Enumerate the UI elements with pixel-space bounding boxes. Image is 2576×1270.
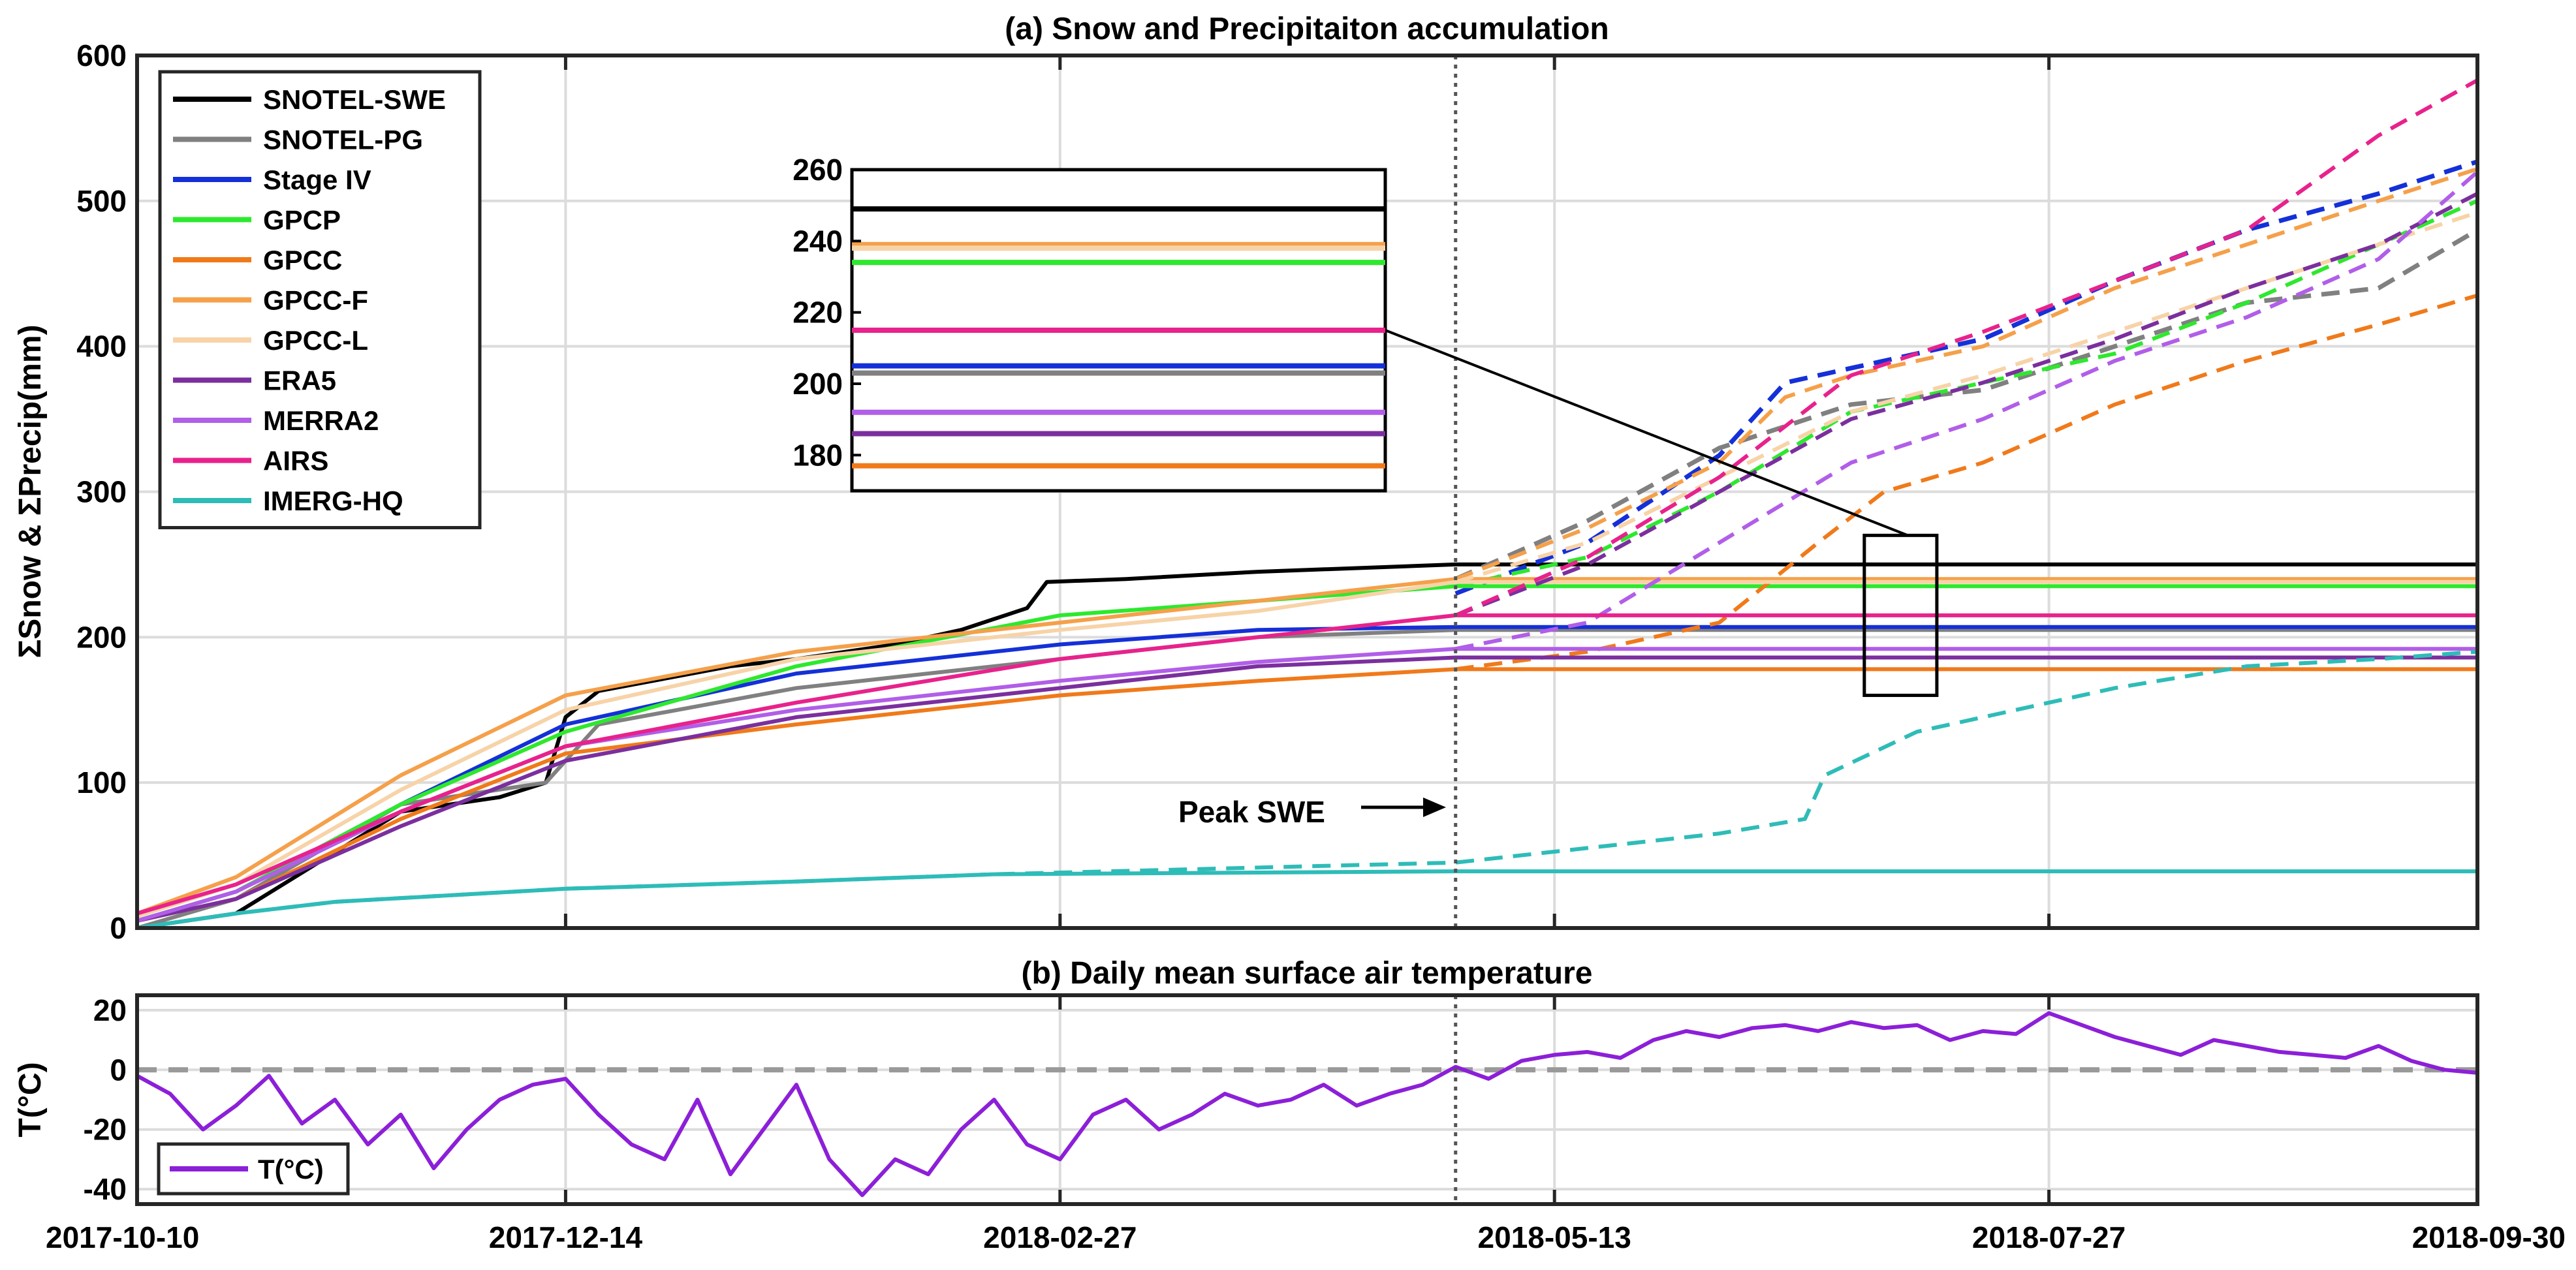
y-tick-label-2: 0 <box>110 1053 127 1087</box>
legend-label-gpcp: GPCP <box>263 205 341 236</box>
series-gpcc-l <box>137 580 2477 919</box>
series-merra2-precip <box>1455 170 2477 651</box>
legend-label-snotel-swe: SNOTEL-SWE <box>263 84 446 115</box>
panel-a-series <box>137 78 2477 928</box>
panel-a-frame <box>135 54 2479 930</box>
inset-y-tick-0: 180 <box>793 438 843 472</box>
legend-b-label: T(°C) <box>258 1154 324 1185</box>
series-era5 <box>137 655 2477 923</box>
zoom-box <box>1862 533 1939 697</box>
panel-b: (b) Daily mean surface air temperature -… <box>13 956 2479 1206</box>
panel-b-y-ticks: -40 -20 0 20 <box>84 993 2479 1206</box>
peak-swe-arrowhead <box>1423 798 1446 817</box>
panel-b-title: (b) Daily mean surface air temperature <box>1022 956 1593 991</box>
panel-b-series <box>137 1011 2477 1198</box>
x-tick-label-5: 2018-09-30 <box>2412 1220 2566 1254</box>
series-airs-precip <box>1454 78 2477 617</box>
panel-b-ylabel: T(°C) <box>13 1062 48 1137</box>
legend-label-gpcc-l: GPCC-L <box>263 325 368 356</box>
inset-y-tick-1: 200 <box>793 367 843 401</box>
y-tick-label-3: 20 <box>93 993 127 1027</box>
panel-b-frame <box>135 993 2479 1206</box>
x-tick-labels: 2017-10-10 2017-12-14 2018-02-27 2018-05-13… <box>46 1220 2566 1254</box>
y-tick-label-5: 500 <box>76 184 127 218</box>
series-imerg-hq-precip <box>137 649 2477 928</box>
legend-label-merra2: MERRA2 <box>263 405 379 436</box>
series-stage-iv-precip <box>1454 159 2477 596</box>
y-tick-label-4: 400 <box>76 330 127 364</box>
panel-a-legend: SNOTEL-SWE SNOTEL-PG Stage IV GPCP GPCC GPCC-… <box>158 70 482 529</box>
series-era5-precip <box>1454 192 2477 617</box>
y-tick-label-2: 200 <box>76 620 127 654</box>
legend-label-stage-iv: Stage IV <box>263 164 371 195</box>
x-tick-label-3: 2018-05-13 <box>1478 1220 1631 1254</box>
panel-a: (a) Snow and Precipitaiton accumulation … <box>13 12 2479 945</box>
inset-zoom: 180 200 220 240 260 <box>793 153 1387 493</box>
series-snotel-pg-precip <box>1454 228 2477 581</box>
inset-y-tick-3: 240 <box>793 224 843 258</box>
y-tick-label-1: 100 <box>76 766 127 799</box>
peak-swe-label: Peak SWE <box>1178 795 1325 829</box>
y-tick-label-0: 0 <box>110 911 127 945</box>
panel-b-grid <box>136 995 2479 1204</box>
series-merra2 <box>137 647 2477 923</box>
legend-label-gpcc: GPCC <box>263 245 342 275</box>
series-temperature <box>137 1011 2477 1198</box>
inset-y-tick-2: 220 <box>793 296 843 330</box>
series-gpcc-precip <box>1455 293 2477 672</box>
legend-label-imerg-hq: IMERG-HQ <box>263 486 403 516</box>
series-gpcc <box>137 667 2477 923</box>
panel-b-legend: T(°C) <box>157 1142 350 1196</box>
panel-a-ylabel: ΣSnow & ΣPrecip(mm) <box>13 324 48 658</box>
y-tick-label-3: 300 <box>76 475 127 509</box>
y-tick-label-6: 600 <box>76 39 127 72</box>
zoom-connector-line <box>1385 329 1909 537</box>
panel-a-y-ticks: 0 100 200 300 400 500 600 <box>76 39 2479 945</box>
series-gpcc-f-precip <box>1454 166 2477 581</box>
y-tick-label-0: -40 <box>84 1172 127 1206</box>
series-gpcc-f <box>137 577 2477 916</box>
series-imerg-hq <box>137 869 2477 928</box>
x-tick-label-2: 2018-02-27 <box>983 1220 1137 1254</box>
legend-label-era5: ERA5 <box>263 365 336 396</box>
legend-label-gpcc-f: GPCC-F <box>263 285 368 316</box>
x-tick-label-4: 2018-07-27 <box>1972 1220 2126 1254</box>
panel-a-title: (a) Snow and Precipitaiton accumulation <box>1005 12 1609 46</box>
inset-y-tick-4: 260 <box>793 153 843 187</box>
x-tick-label-0: 2017-10-10 <box>46 1220 199 1254</box>
y-tick-label-1: -20 <box>84 1113 127 1147</box>
x-tick-label-1: 2017-12-14 <box>489 1220 643 1254</box>
series-gpcp-precip <box>1455 199 2477 589</box>
legend-label-snotel-pg: SNOTEL-PG <box>263 125 423 155</box>
legend-b-box <box>157 1142 350 1196</box>
series-airs <box>137 613 2477 916</box>
legend-label-airs: AIRS <box>263 446 328 476</box>
series-gpcc-l-precip <box>1454 210 2477 584</box>
